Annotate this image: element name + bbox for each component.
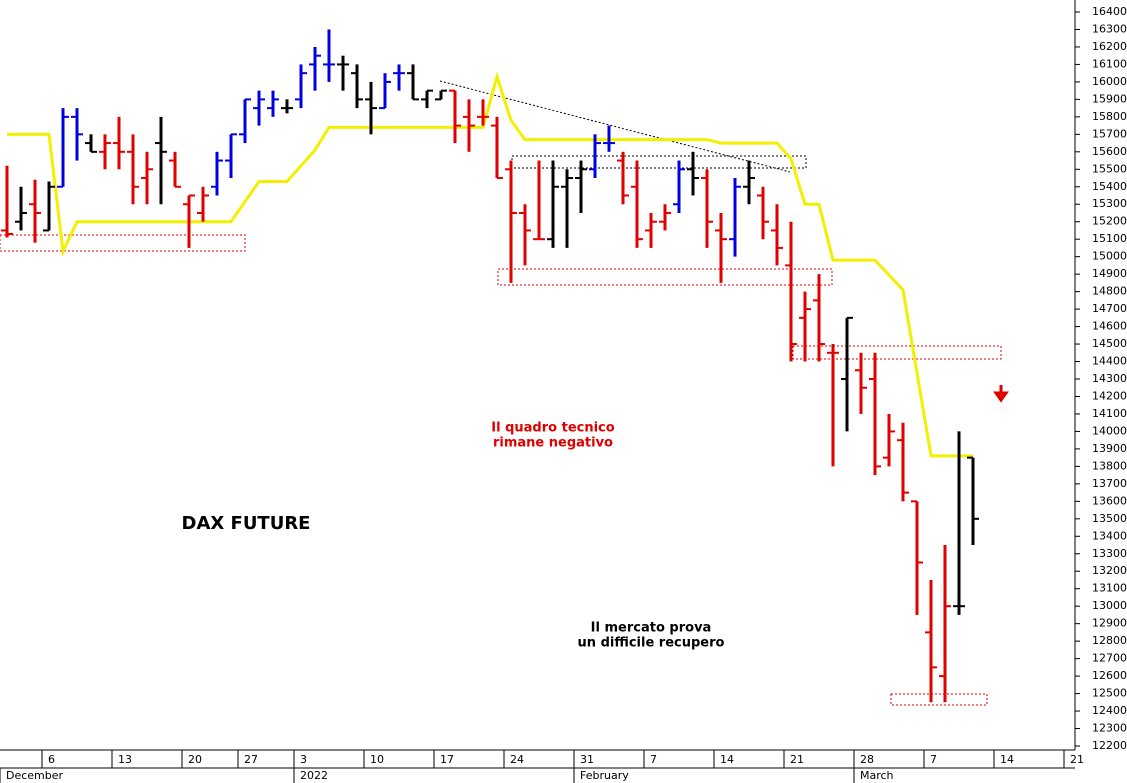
y-tick-label: 14700 (1092, 302, 1127, 315)
y-tick-label: 13600 (1092, 494, 1127, 507)
x-tick-label: 10 (370, 753, 384, 766)
y-tick-label: 12600 (1092, 669, 1127, 682)
annotation: rimane negativo (493, 436, 613, 451)
y-tick-label: 12500 (1092, 687, 1127, 700)
x-tick-label: 21 (1070, 753, 1084, 766)
y-tick-label: 16200 (1092, 40, 1127, 53)
y-tick-label: 12800 (1092, 634, 1127, 647)
y-tick-label: 13500 (1092, 512, 1127, 525)
y-tick-label: 15000 (1092, 250, 1127, 263)
y-tick-label: 14300 (1092, 372, 1127, 385)
y-tick-label: 13800 (1092, 459, 1127, 472)
y-tick-label: 15100 (1092, 232, 1127, 245)
x-tick-label: 3 (300, 753, 307, 766)
x-tick-label: 7 (930, 753, 937, 766)
annotation: un difficile recupero (578, 636, 725, 651)
y-tick-label: 14000 (1092, 424, 1127, 437)
annotation: Il mercato prova (591, 621, 712, 636)
y-tick-label: 16100 (1092, 57, 1127, 70)
resistance-box (792, 345, 1002, 360)
month-label: 2022 (300, 769, 328, 782)
x-tick-label: 27 (244, 753, 258, 766)
y-tick-label: 13700 (1092, 477, 1127, 490)
y-tick-label: 15500 (1092, 162, 1127, 175)
y-tick-label: 12300 (1092, 722, 1127, 735)
trendline (439, 80, 791, 173)
x-tick-label: 6 (48, 753, 55, 766)
trend-line (7, 71, 973, 458)
x-tick-label: 14 (720, 753, 734, 766)
x-tick-label: 7 (650, 753, 657, 766)
support-box (497, 268, 833, 286)
y-tick-label: 15700 (1092, 127, 1127, 140)
y-tick-label: 13200 (1092, 564, 1127, 577)
x-tick-label: 21 (790, 753, 804, 766)
y-tick-label: 13000 (1092, 599, 1127, 612)
down-arrow (993, 385, 1009, 403)
y-tick-label: 13300 (1092, 547, 1127, 560)
y-tick-label: 14800 (1092, 285, 1127, 298)
y-tick-label: 13100 (1092, 582, 1127, 595)
y-tick-label: 15300 (1092, 197, 1127, 210)
x-tick-label: 20 (188, 753, 202, 766)
y-tick-label: 14500 (1092, 337, 1127, 350)
x-tick-label: 13 (118, 753, 132, 766)
x-tick-label: 14 (1000, 753, 1014, 766)
y-tick-label: 14100 (1092, 407, 1127, 420)
x-tick-label: 28 (860, 753, 874, 766)
y-tick-label: 15200 (1092, 215, 1127, 228)
y-tick-label: 16400 (1092, 5, 1127, 18)
x-tick-label: 17 (440, 753, 454, 766)
y-tick-label: 14600 (1092, 320, 1127, 333)
y-tick-label: 15600 (1092, 145, 1127, 158)
y-tick-label: 12700 (1092, 652, 1127, 665)
y-tick-label: 16000 (1092, 75, 1127, 88)
y-tick-label: 13400 (1092, 529, 1127, 542)
x-tick-label: 31 (580, 753, 594, 766)
y-tick-label: 12400 (1092, 704, 1127, 717)
y-tick-label: 12200 (1092, 739, 1127, 752)
y-tick-label: 15800 (1092, 110, 1127, 123)
y-tick-label: 16300 (1092, 22, 1127, 35)
y-tick-label: 15900 (1092, 92, 1127, 105)
month-label: December (6, 769, 64, 782)
y-tick-label: 13900 (1092, 442, 1127, 455)
y-tick-label: 14200 (1092, 389, 1127, 402)
y-tick-label: 14900 (1092, 267, 1127, 280)
annotation: Il quadro tecnico (491, 421, 614, 436)
y-tick-label: 12900 (1092, 617, 1127, 630)
month-label: February (580, 769, 629, 782)
x-tick-label: 24 (510, 753, 524, 766)
support-box (890, 693, 988, 706)
support-box (0, 234, 246, 252)
month-label: March (860, 769, 894, 782)
y-tick-label: 14400 (1092, 355, 1127, 368)
chart-title: DAX FUTURE (182, 513, 311, 534)
y-tick-label: 15400 (1092, 180, 1127, 193)
